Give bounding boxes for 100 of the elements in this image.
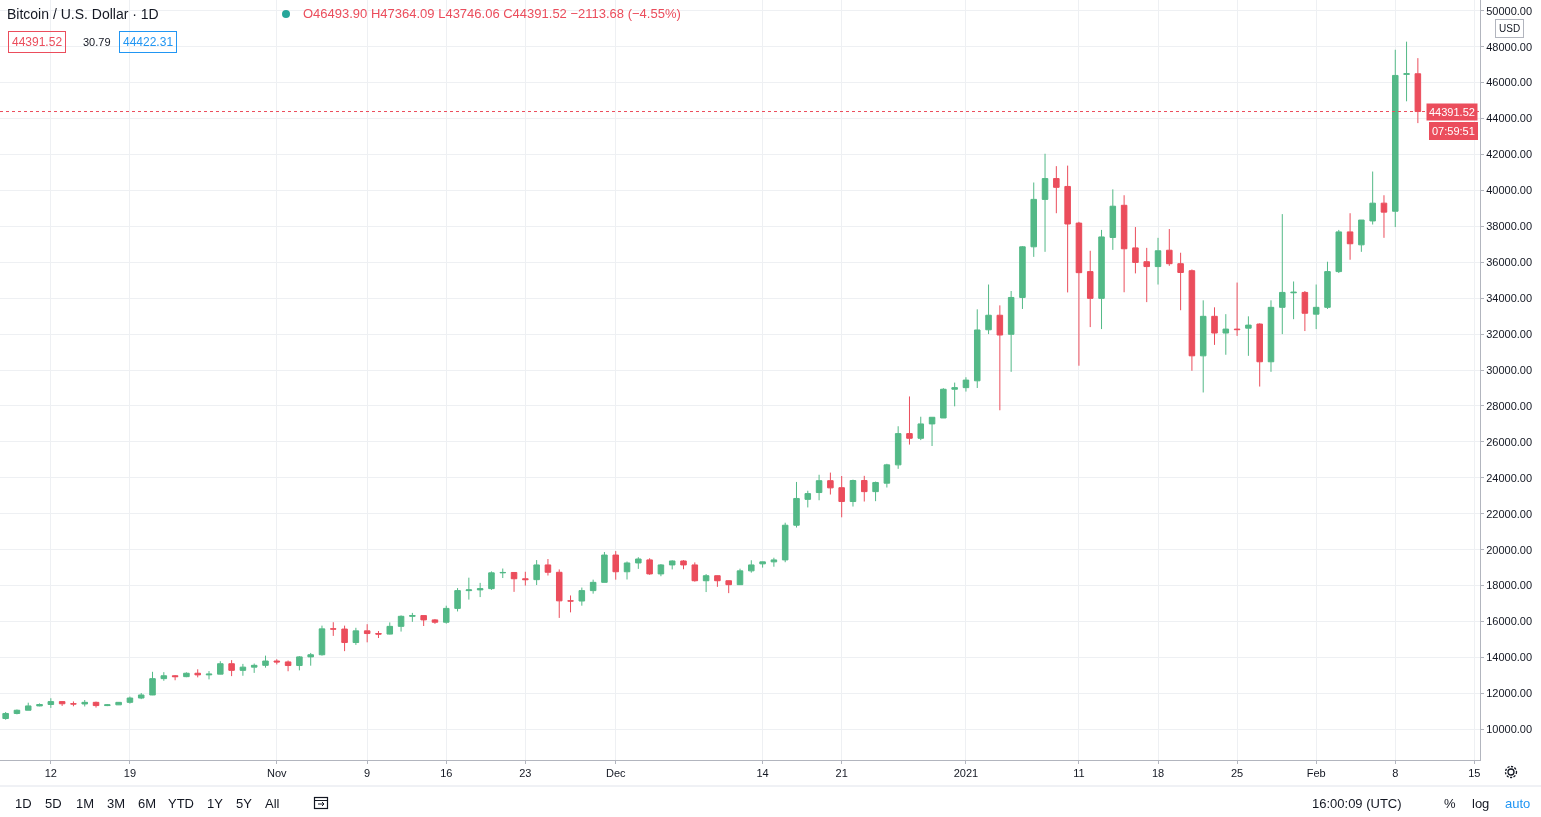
x-tick-label: Feb xyxy=(1306,767,1326,780)
y-tick-label: 16000.00 xyxy=(1486,615,1533,628)
y-tick-label: 30000.00 xyxy=(1486,363,1533,376)
y-tick-label: 36000.00 xyxy=(1486,256,1533,269)
x-tick-label: 16 xyxy=(440,767,453,780)
y-tick-label: 38000.00 xyxy=(1486,220,1533,233)
candlestick xyxy=(1041,153,1049,253)
candlestick xyxy=(635,556,642,570)
candlestick xyxy=(318,625,326,657)
y-tick-label: 50000.00 xyxy=(1486,4,1533,17)
candlestick xyxy=(341,625,348,652)
annotation: 44391.52 xyxy=(12,35,63,49)
x-tick-label: 23 xyxy=(519,767,532,780)
candlestick xyxy=(81,699,88,707)
candlestick xyxy=(205,670,213,680)
candlestick xyxy=(420,615,427,627)
candlestick xyxy=(431,618,439,625)
candlestick xyxy=(668,559,676,570)
candlestick xyxy=(815,474,823,501)
y-tick-label: 32000.00 xyxy=(1486,327,1533,340)
candlestick xyxy=(1403,41,1410,102)
x-tick-label: 2021 xyxy=(953,767,979,780)
candlestick xyxy=(160,671,168,682)
text: % xyxy=(1444,796,1456,811)
candlestick xyxy=(1312,284,1320,330)
candlestick xyxy=(476,582,484,598)
candlestick xyxy=(488,570,495,591)
candlestick xyxy=(409,612,416,623)
x-tick-label: 8 xyxy=(1392,767,1399,780)
candlestick xyxy=(1007,290,1015,373)
candlestick xyxy=(1075,221,1083,367)
y-tick-label: 48000.00 xyxy=(1486,40,1533,53)
candlestick xyxy=(104,703,111,707)
text: 5Y xyxy=(236,796,253,811)
text: 16:00:09 (UTC) xyxy=(1312,796,1402,811)
candlestick xyxy=(883,463,891,489)
y-tick-label: 40000.00 xyxy=(1486,184,1533,197)
candlestick xyxy=(1245,315,1252,357)
candlestick xyxy=(906,395,913,446)
y-tick-label: 10000.00 xyxy=(1486,723,1533,736)
y-tick-label: 42000.00 xyxy=(1486,148,1533,161)
candlestick xyxy=(296,655,303,671)
candlestick xyxy=(940,387,947,419)
candlestick xyxy=(827,472,834,496)
y-tick-label: 26000.00 xyxy=(1486,435,1533,448)
candlestick xyxy=(510,571,518,593)
candlestick xyxy=(770,557,778,568)
x-tick-label: 14 xyxy=(756,767,769,780)
candlestick xyxy=(849,479,857,508)
annotation: 44422.31 xyxy=(123,35,174,49)
candlestick xyxy=(1064,165,1071,293)
candlestick xyxy=(1233,282,1241,337)
y-tick-label: 14000.00 xyxy=(1486,651,1533,664)
candlestick xyxy=(951,382,958,407)
candlestick xyxy=(1392,49,1399,228)
candlestick xyxy=(1188,268,1196,372)
candlestick xyxy=(680,559,687,570)
candlestick xyxy=(1154,237,1162,286)
candlestick xyxy=(137,692,145,700)
candlestick xyxy=(544,558,552,577)
candlestick xyxy=(861,475,868,503)
text: All xyxy=(265,796,280,811)
candlestick xyxy=(1120,194,1128,293)
candlestick xyxy=(793,481,800,529)
annotation: O46493.90 H47364.09 L43746.06 C44391.52 −2113.68 (−4.55%) xyxy=(303,6,681,21)
y-tick-label: 28000.00 xyxy=(1486,399,1533,412)
candlestick xyxy=(1279,213,1286,335)
candlestick xyxy=(894,425,902,470)
candlestick xyxy=(985,284,992,335)
candlestick xyxy=(781,522,789,563)
text: 1D xyxy=(15,796,32,811)
y-tick-label: 22000.00 xyxy=(1486,507,1533,520)
candlestick xyxy=(962,376,970,393)
candlestick xyxy=(736,568,744,586)
text: YTD xyxy=(168,796,194,811)
x-tick-label: 9 xyxy=(364,767,371,780)
y-tick-label: 46000.00 xyxy=(1486,76,1533,89)
x-tick-label: 18 xyxy=(1151,767,1165,780)
candlestick xyxy=(92,701,100,709)
candlestick xyxy=(601,551,608,583)
candlestick xyxy=(70,700,77,707)
x-tick-label: Nov xyxy=(267,767,288,780)
candlestick xyxy=(872,481,879,502)
text: 5D xyxy=(45,796,62,811)
y-tick-label: 34000.00 xyxy=(1486,292,1533,305)
x-tick-label: 15 xyxy=(1468,767,1481,780)
candlestick xyxy=(273,658,281,665)
candlestick xyxy=(375,630,382,639)
y-tick-label: 12000.00 xyxy=(1486,687,1533,700)
candlestick xyxy=(47,697,55,709)
candlestick xyxy=(397,614,405,633)
candlestick xyxy=(1324,261,1331,310)
x-tick-label: 11 xyxy=(1073,767,1085,780)
candlestick xyxy=(589,579,597,595)
candlestick xyxy=(1030,182,1038,258)
candlestick xyxy=(239,663,247,677)
candlestick xyxy=(307,652,314,667)
candlestick xyxy=(1335,229,1343,274)
candlestick xyxy=(996,304,1004,411)
candlestick xyxy=(917,416,925,441)
